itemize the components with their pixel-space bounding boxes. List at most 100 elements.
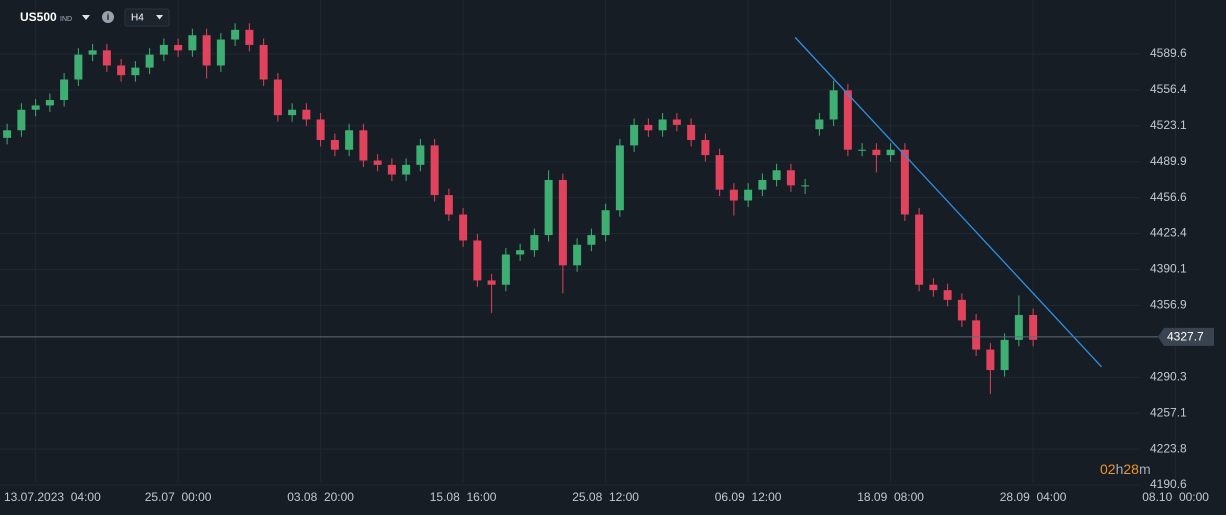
info-icon[interactable] <box>102 11 114 23</box>
candle-body <box>60 79 69 101</box>
candle-body <box>772 170 781 180</box>
candle-body <box>3 130 12 138</box>
candle-body <box>801 185 810 187</box>
grid-layer <box>0 0 1177 486</box>
candle-body <box>302 109 311 120</box>
candle-body <box>530 235 539 251</box>
y-tick-label: 4556.4 <box>1150 82 1187 96</box>
x-tick-label: 25.07 00:00 <box>145 490 212 504</box>
candle-body <box>601 210 610 236</box>
candle-body <box>658 119 667 131</box>
countdown: 02h28m <box>1100 461 1151 477</box>
timeframe-select[interactable] <box>124 8 170 27</box>
candle-body <box>174 44 183 51</box>
candle-body <box>216 39 225 66</box>
x-tick-label: 13.07.2023 04:00 <box>4 490 101 504</box>
candle-body <box>316 119 325 140</box>
candle-body <box>587 235 596 245</box>
candle-body <box>159 44 168 55</box>
candle-body <box>687 124 696 140</box>
candle-body <box>31 105 40 110</box>
market: IND <box>60 16 72 23</box>
candle-body <box>1014 315 1023 340</box>
candle-body <box>1029 315 1038 340</box>
candle-body <box>501 254 510 285</box>
timeframe: H4 <box>131 13 144 24</box>
countdown-h: h <box>1116 461 1124 477</box>
candle-body <box>615 145 624 211</box>
candle-body <box>402 164 411 175</box>
y-tick-label: 4523.1 <box>1150 118 1187 132</box>
candle-body <box>430 145 439 196</box>
x-tick-label: 15.08 16:00 <box>430 490 497 504</box>
candle-body <box>88 50 97 55</box>
candle-body <box>188 35 197 51</box>
y-tick-label: 4290.3 <box>1150 370 1187 384</box>
countdown-m: m <box>1139 461 1151 477</box>
y-tick-label: 4456.6 <box>1150 190 1187 204</box>
candle-body <box>843 90 852 150</box>
candle-body <box>387 164 396 175</box>
y-tick-label: 4356.9 <box>1150 298 1187 312</box>
candle-body <box>701 140 710 156</box>
plot-layer <box>0 23 1158 394</box>
candle-body <box>373 160 382 165</box>
info-glyph: i <box>107 12 110 22</box>
candle-body <box>345 130 354 150</box>
y-tick-label: 4489.9 <box>1150 154 1187 168</box>
x-tick-label: 28.09 04:00 <box>1000 490 1067 504</box>
candle-body <box>259 44 268 80</box>
candle-body <box>288 109 297 116</box>
candle-body <box>886 149 895 156</box>
candle-body <box>273 79 282 116</box>
countdown-hours: 02 <box>1100 461 1116 477</box>
y-tick-label: 4223.8 <box>1150 441 1187 455</box>
candle-body <box>872 149 881 156</box>
y-tick-label: 4423.4 <box>1150 226 1187 240</box>
y-tick-label: 4589.6 <box>1150 46 1187 60</box>
candle-body <box>131 67 140 76</box>
toolbar: US500 IND i H4 <box>20 8 170 27</box>
candle-body <box>202 35 211 66</box>
candle-body <box>473 240 482 281</box>
candle-body <box>573 244 582 266</box>
candle-body <box>644 124 653 131</box>
symbol[interactable]: US500 <box>20 10 57 24</box>
countdown-minutes: 28 <box>1123 461 1139 477</box>
x-tick-label: 18.09 08:00 <box>857 490 924 504</box>
candle-body <box>359 130 368 161</box>
candle-body <box>245 29 254 45</box>
candle-body <box>74 54 83 80</box>
candle-body <box>672 119 681 125</box>
candle-body <box>715 155 724 190</box>
timeframe-dropdown <box>156 15 163 20</box>
candle-body <box>786 170 795 186</box>
x-tick-label: 06.09 12:00 <box>715 490 782 504</box>
y-tick-label: 4190.6 <box>1150 477 1187 491</box>
axis-layer: 4589.6 4556.4 4523.1 4489.9 4456.6 4423.4 4390… <box>4 46 1214 504</box>
candle-body <box>45 100 54 106</box>
candle-body <box>544 179 553 236</box>
symbol-dropdown[interactable] <box>82 15 90 20</box>
candle-body <box>858 149 867 151</box>
candle-body <box>416 145 425 165</box>
candle-body <box>829 90 838 120</box>
y-tick-label: 4390.1 <box>1150 262 1187 276</box>
candle-body <box>744 189 753 201</box>
x-tick-label: 08.10 00:00 <box>1142 490 1209 504</box>
candle-body <box>729 189 738 201</box>
x-tick-label: 25.08 12:00 <box>572 490 639 504</box>
candle-body <box>630 124 639 146</box>
candle-body <box>915 214 924 285</box>
candle-body <box>102 50 111 66</box>
candle-body <box>957 299 966 321</box>
y-tick-label: 4257.1 <box>1150 405 1187 419</box>
candle-body <box>17 109 26 131</box>
candle-body <box>487 280 496 285</box>
candle-body <box>516 250 525 255</box>
trend-line <box>794 36 1103 368</box>
candle-body <box>145 54 154 68</box>
